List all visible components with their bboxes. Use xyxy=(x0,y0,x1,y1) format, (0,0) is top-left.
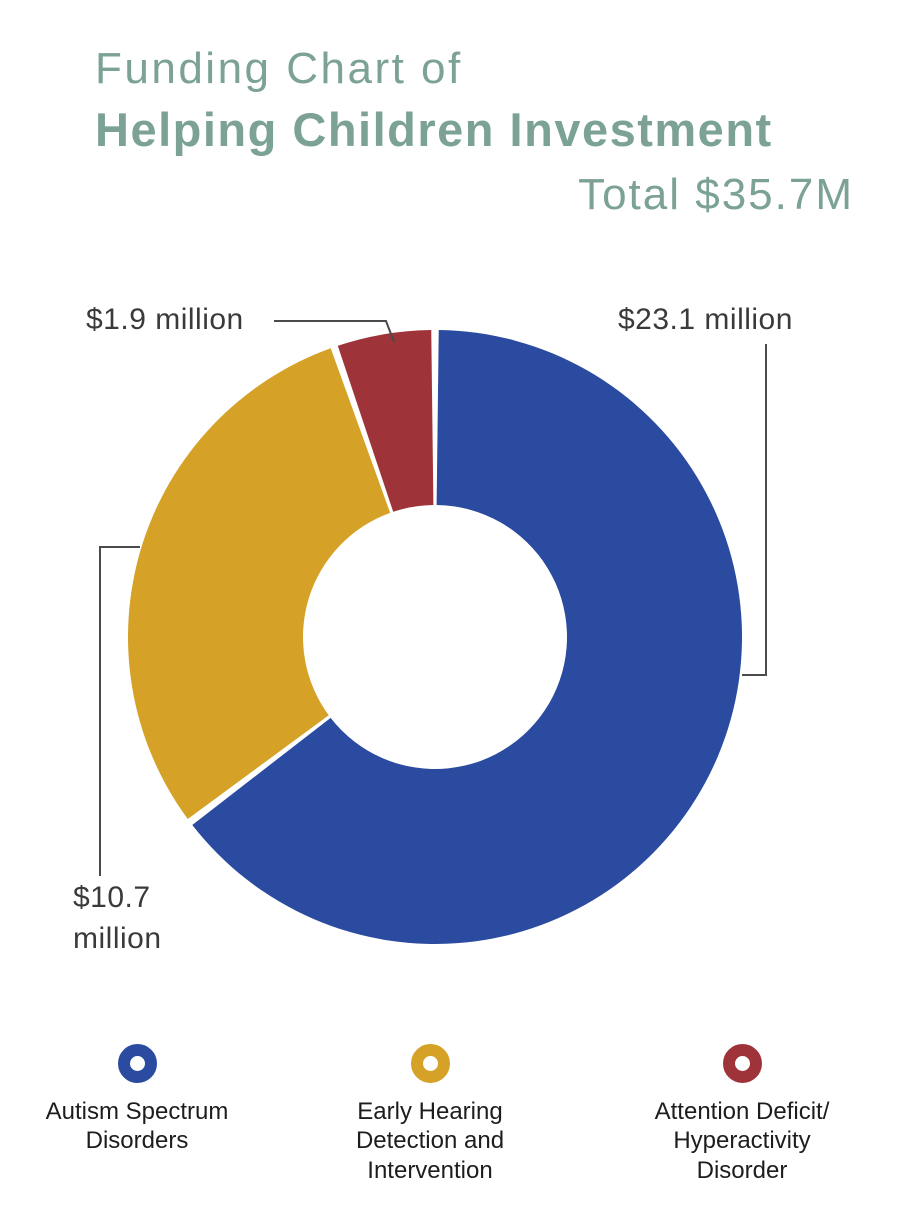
legend-item-adhd: Attention Deficit/ Hyperactivity Disorde… xyxy=(612,1044,872,1185)
legend-item-ehdi: Early Hearing Detection and Intervention xyxy=(300,1044,560,1185)
donut-slice-adhd xyxy=(337,330,434,512)
leader-line-adhd xyxy=(274,320,395,343)
leader-line-autism xyxy=(742,344,767,676)
page-title-line-1: Funding Chart of xyxy=(95,44,463,93)
donut-slice-ehdi xyxy=(128,348,391,819)
leader-line-ehdi xyxy=(99,546,140,876)
callout-ehdi-value: $10.7 million xyxy=(73,881,162,955)
legend-label-autism: Autism Spectrum Disorders xyxy=(45,1098,229,1155)
callout-autism-value: $23.1 million xyxy=(618,303,793,336)
legend-label-adhd: Attention Deficit/ Hyperactivity Disorde… xyxy=(654,1098,830,1184)
page-title-line-2: Helping Children Investment xyxy=(95,103,773,156)
legend-ring-autism-icon xyxy=(117,1044,157,1083)
legend-ring-adhd-icon xyxy=(722,1044,762,1083)
legend-label-ehdi: Early Hearing Detection and Intervention xyxy=(355,1098,505,1184)
donut-slice-autism xyxy=(192,330,742,944)
callout-adhd-value: $1.9 million xyxy=(86,303,244,336)
total-label: Total $35.7M xyxy=(578,170,854,219)
legend-item-autism: Autism Spectrum Disorders xyxy=(7,1044,267,1156)
legend-ring-ehdi-icon xyxy=(410,1044,450,1083)
